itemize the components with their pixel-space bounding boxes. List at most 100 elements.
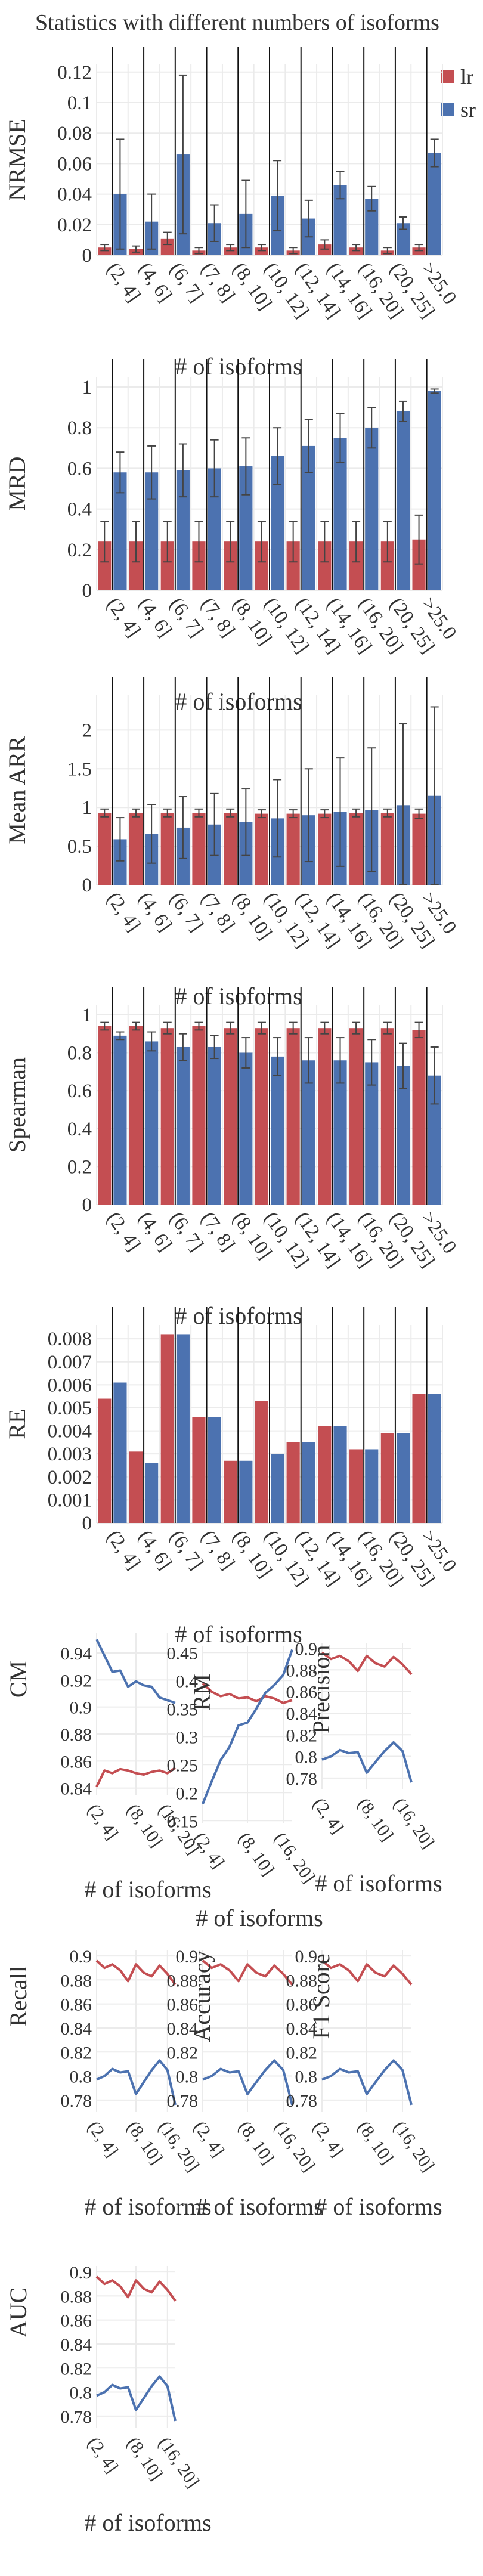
bar-lr bbox=[286, 1028, 300, 1205]
bar-lr bbox=[380, 1433, 394, 1523]
y-axis-label: NRMSE bbox=[4, 119, 30, 201]
bar-lr bbox=[286, 541, 300, 590]
y-tick-label: 0.78 bbox=[167, 2091, 199, 2111]
y-tick-label: 0.82 bbox=[286, 1726, 318, 1745]
legend[interactable]: lr sr bbox=[441, 65, 476, 122]
figure-title: Statistics with different numbers of iso… bbox=[35, 10, 439, 35]
y-axis-label: MRD bbox=[4, 456, 30, 510]
panel-10-f1-score: 0.78 0.8 0.82 0.84 0.86 0.88 0.9 (2, 4] (8, 10](… bbox=[286, 1947, 442, 2220]
bar-lr bbox=[412, 813, 426, 885]
bar-lr bbox=[192, 813, 206, 885]
y-tick-label: 0.84 bbox=[286, 1704, 318, 1724]
y-tick-label: 0.82 bbox=[61, 2359, 92, 2379]
y-axis-label: CM bbox=[5, 1661, 32, 1698]
bar-sr bbox=[176, 1046, 190, 1205]
bar-sr bbox=[271, 1056, 284, 1205]
bar-lr bbox=[349, 1449, 363, 1523]
y-tick-label: 0.8 bbox=[295, 2067, 318, 2087]
bar-sr bbox=[208, 468, 221, 590]
y-tick-label: 0.82 bbox=[167, 2043, 199, 2063]
bar-lr bbox=[318, 244, 332, 255]
x-tick-label: (6, 7] bbox=[165, 594, 207, 641]
bar-sr bbox=[333, 1060, 347, 1205]
y-tick-label: 0.08 bbox=[57, 123, 92, 144]
y-tick-label: 0.86 bbox=[167, 1995, 199, 2015]
bar-lr bbox=[224, 541, 237, 590]
x-axis-label: # of isoforms bbox=[315, 2193, 442, 2220]
y-tick-label: 0.15 bbox=[167, 1812, 199, 1831]
y-tick-label: 0 bbox=[82, 1194, 92, 1216]
line-sr bbox=[202, 1649, 293, 1804]
y-tick-label: 0.78 bbox=[61, 2407, 92, 2427]
bar-sr bbox=[302, 1060, 315, 1205]
bar-sr bbox=[365, 1449, 379, 1523]
panel-7-precision: 0.78 0.8 0.82 0.84 0.86 0.88 0.9 (2, 4] (8, 10](… bbox=[286, 1639, 442, 1897]
x-tick-label: (2, 4] bbox=[103, 1527, 144, 1574]
y-tick-label: 0.82 bbox=[61, 2043, 92, 2063]
legend-swatch-lr bbox=[441, 70, 454, 83]
bar-lr bbox=[224, 1028, 237, 1205]
x-tick-label: (6, 7] bbox=[165, 1527, 207, 1574]
bar-lr bbox=[160, 813, 174, 885]
y-tick-label: 0.006 bbox=[48, 1374, 92, 1396]
line-sr bbox=[95, 1639, 176, 1704]
y-tick-label: 1 bbox=[82, 1005, 92, 1026]
bar-sr bbox=[396, 223, 410, 255]
y-tick-label: 0.88 bbox=[167, 1971, 199, 1990]
y-axis-label: Recall bbox=[5, 1966, 32, 2027]
bar-lr bbox=[286, 813, 300, 885]
bar-lr bbox=[129, 813, 143, 885]
y-tick-label: 0.84 bbox=[61, 2335, 92, 2355]
y-tick-label: 0.88 bbox=[286, 1971, 318, 1990]
bar-lr bbox=[318, 1426, 332, 1523]
y-tick-label: 0.9 bbox=[70, 1947, 92, 1967]
x-tick-label: (2, 4] bbox=[103, 594, 144, 641]
bar-sr bbox=[302, 445, 315, 590]
y-tick-label: 0.88 bbox=[61, 1725, 92, 1745]
y-tick-label: 1.5 bbox=[67, 758, 92, 780]
y-tick-label: 0.8 bbox=[70, 2383, 92, 2403]
x-axis-label: # of isoforms bbox=[84, 2509, 211, 2536]
bar-lr bbox=[286, 1442, 300, 1523]
y-tick-label: 0.78 bbox=[61, 2091, 92, 2111]
y-tick-label: 2 bbox=[82, 720, 92, 741]
line-sr bbox=[321, 1741, 413, 1783]
bar-sr bbox=[113, 1382, 127, 1523]
bar-sr bbox=[113, 1035, 127, 1205]
y-axis-label: Accuracy bbox=[188, 1950, 215, 2042]
y-tick-label: 1 bbox=[82, 797, 92, 819]
bar-lr bbox=[380, 813, 394, 885]
x-axis-label: # of isoforms bbox=[196, 1905, 323, 1931]
x-axis-label: # of isoforms bbox=[84, 2193, 211, 2220]
bar-sr bbox=[145, 1041, 159, 1205]
y-tick-label: 0.6 bbox=[67, 1080, 92, 1102]
y-tick-label: 0.86 bbox=[286, 1683, 318, 1702]
x-tick-label: (4, 6] bbox=[134, 594, 176, 641]
x-tick-label: (2, 4] bbox=[83, 2433, 122, 2476]
y-tick-label: 0.4 bbox=[67, 499, 92, 521]
y-tick-label: 0.6 bbox=[67, 458, 92, 479]
x-axis-label: # of isoforms bbox=[196, 2193, 323, 2220]
bar-lr bbox=[412, 247, 426, 255]
bar-sr bbox=[239, 1052, 253, 1205]
y-tick-label: 0.4 bbox=[176, 1671, 199, 1691]
panel-3-spearman: 00.20.40.60.81(2, 4](4, 6](6, 7](7, 8](8… bbox=[4, 987, 460, 1329]
y-axis-label: AUC bbox=[5, 2287, 32, 2337]
bar-lr bbox=[98, 813, 112, 885]
bar-lr bbox=[129, 1451, 143, 1523]
y-tick-label: 0.9 bbox=[70, 2263, 92, 2283]
x-tick-label: (2, 4] bbox=[103, 888, 144, 936]
x-tick-label: (16, 20] bbox=[270, 1829, 319, 1887]
y-tick-label: 0.35 bbox=[167, 1699, 199, 1719]
y-tick-label: 0.004 bbox=[48, 1421, 92, 1442]
bar-lr bbox=[412, 539, 426, 590]
bar-sr bbox=[333, 185, 347, 255]
y-tick-label: 0 bbox=[82, 875, 92, 896]
bar-lr bbox=[160, 1028, 174, 1205]
y-tick-label: 0.005 bbox=[48, 1398, 92, 1419]
bar-lr bbox=[349, 813, 363, 885]
y-tick-label: 0.5 bbox=[67, 836, 92, 857]
bar-lr bbox=[192, 541, 206, 590]
bar-lr bbox=[98, 1398, 112, 1523]
bar-sr bbox=[271, 456, 284, 590]
